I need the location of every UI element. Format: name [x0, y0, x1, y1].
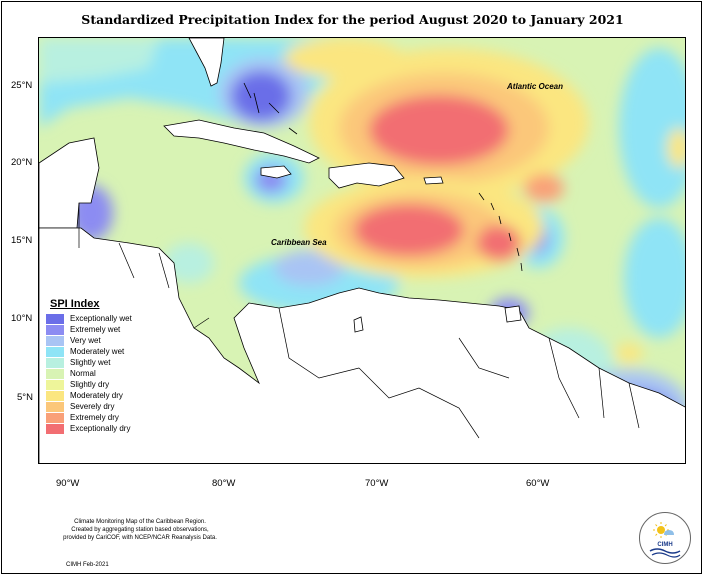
legend-item: Slightly dry [46, 379, 192, 390]
legend-label: Severely dry [70, 402, 115, 411]
legend-label: Slightly wet [70, 358, 111, 367]
legend-swatch [46, 412, 64, 423]
dry-area-north [284, 38, 404, 78]
cuba-land [163, 119, 320, 164]
lat-tick-5: 5°N [17, 392, 33, 403]
lon-tick-70: 70°W [365, 478, 389, 489]
legend-label: Normal [70, 369, 96, 378]
credit-line-2: Created by aggregating station based obs… [71, 527, 209, 533]
legend-item: Moderately wet [46, 346, 192, 357]
lat-tick-20: 20°N [11, 157, 33, 168]
legend-label: Moderately dry [70, 391, 123, 400]
legend-item: Slightly wet [46, 357, 192, 368]
credit-date: CIMH Feb-2021 [66, 562, 109, 568]
wet-area-atlantic-southeast [624, 218, 685, 338]
legend-swatch [46, 324, 64, 335]
legend-item: Extremely wet [46, 324, 192, 335]
atlantic-ocean-label: Atlantic Ocean [507, 82, 564, 91]
antilles-islands [478, 192, 523, 272]
country-borders [78, 203, 640, 439]
legend-swatch [46, 401, 64, 412]
legend-item: Exceptionally dry [46, 423, 192, 434]
legend-swatch [46, 335, 64, 346]
central-south-america-land [39, 227, 685, 463]
wet-area-northwest [39, 38, 159, 83]
caribbean-sea-label: Caribbean Sea [271, 238, 327, 247]
legend-item: Severely dry [46, 401, 192, 412]
map-title: Standardized Precipitation Index for the… [81, 12, 624, 27]
lon-tick-80: 80°W [212, 478, 236, 489]
land-masses [39, 38, 685, 463]
legend-label: Exceptionally wet [70, 314, 132, 323]
legend-label: Very wet [70, 336, 101, 345]
dry-area-atlantic-core [369, 95, 509, 165]
lon-tick-60: 60°W [526, 478, 550, 489]
legend-swatch [46, 313, 64, 324]
spi-map: Atlantic Ocean Caribbean Sea [38, 37, 686, 464]
legend-item: Very wet [46, 335, 192, 346]
jamaica-land [260, 165, 292, 179]
border-lines [78, 203, 640, 439]
legend-rows: Exceptionally wet Extremely wet Very wet Mo… [42, 313, 192, 434]
wet-area-central [164, 243, 214, 283]
legend-item: Extremely dry [46, 412, 192, 423]
cimh-logo: CIMH [639, 512, 691, 564]
legend-swatch [46, 346, 64, 357]
credit-text: Climate Monitoring Map of the Caribbean … [20, 518, 260, 542]
bahamas-islands [243, 82, 298, 135]
credit-line-1: Climate Monitoring Map of the Caribbean … [74, 519, 206, 525]
florida-land [188, 38, 225, 87]
legend-label: Extremely wet [70, 325, 121, 334]
lat-tick-10: 10°N [11, 313, 33, 324]
map-canvas [39, 38, 685, 463]
wet-area-bahamas-core [231, 71, 291, 121]
spi-legend: SPI Index Exceptionally wet Extremely wet… [42, 298, 192, 434]
legend-swatch [46, 357, 64, 368]
lon-tick-90: 90°W [56, 478, 80, 489]
legend-item: Moderately dry [46, 390, 192, 401]
small-islands [243, 82, 523, 272]
dry-area-caribbean-core [354, 204, 464, 256]
legend-swatch [46, 423, 64, 434]
dry-area-far-east [667, 128, 685, 168]
lat-tick-15: 15°N [11, 235, 33, 246]
legend-label: Extremely dry [70, 413, 119, 422]
dry-area-leeward [477, 225, 521, 261]
legend-label: Slightly dry [70, 380, 110, 389]
credit-line-3: provided by CariCOF, with NCEP/NCAR Rean… [63, 535, 217, 541]
legend-item: Normal [46, 368, 192, 379]
legend-title: SPI Index [50, 298, 100, 310]
trinidad-island [504, 305, 522, 323]
logo-text: CIMH [657, 542, 673, 548]
legend-label: Exceptionally dry [70, 424, 131, 433]
legend-item: Exceptionally wet [46, 313, 192, 324]
hispaniola-land [328, 162, 405, 189]
dry-area-east [524, 174, 564, 202]
legend-swatch [46, 368, 64, 379]
lat-tick-25: 25°N [11, 80, 33, 91]
sun-cloud-icon [649, 522, 681, 558]
legend-label: Moderately wet [70, 347, 125, 356]
puerto-rico-land [423, 176, 444, 185]
legend-swatch [46, 379, 64, 390]
curacao-island [353, 316, 364, 333]
legend-swatch [46, 390, 64, 401]
wet-area-caribbean-core [274, 250, 344, 286]
dry-area-south [615, 343, 643, 363]
wet-area-atlantic-east [619, 48, 685, 208]
